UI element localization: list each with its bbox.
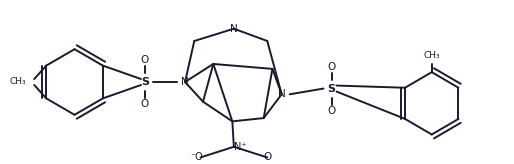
Text: O: O [327,106,336,116]
Text: O: O [141,99,149,109]
Text: S: S [327,84,336,93]
Text: O: O [141,55,149,65]
Text: N: N [181,77,189,87]
Text: N: N [278,89,286,99]
Text: N⁺: N⁺ [233,142,246,152]
Text: CH₃: CH₃ [424,51,440,60]
Text: S: S [141,77,149,87]
Text: O: O [263,153,271,162]
Text: CH₃: CH₃ [10,78,26,86]
Text: ⁻O: ⁻O [190,153,203,162]
Text: N: N [230,24,238,34]
Text: O: O [327,62,336,72]
